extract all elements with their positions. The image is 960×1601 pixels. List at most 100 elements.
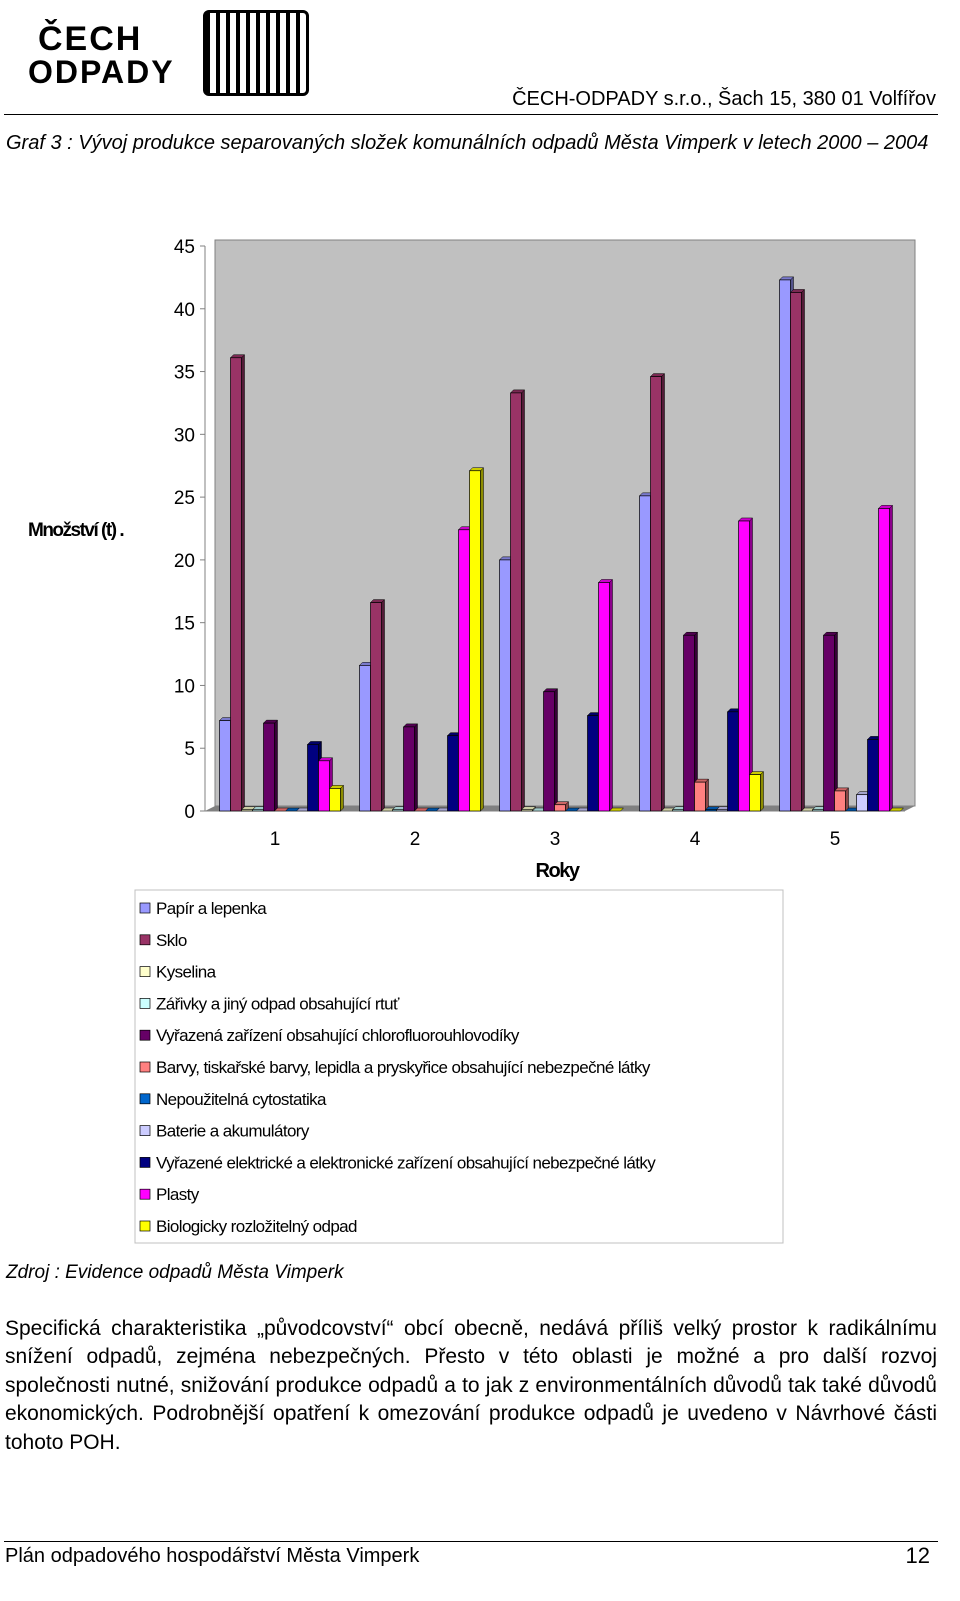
bar (543, 691, 555, 812)
bar-side (340, 784, 344, 812)
legend-swatch (139, 1188, 151, 1200)
y-tick-label: 25 (174, 488, 195, 509)
bar (469, 470, 481, 812)
legend-swatch (139, 902, 151, 914)
legend-label: Zářivky a jiný odpad obsahující rtuť (156, 994, 400, 1013)
y-tick-label: 5 (184, 739, 195, 760)
y-axis-title: Množství (t) . (28, 520, 123, 541)
bar (252, 809, 264, 812)
legend-swatch (139, 1125, 151, 1136)
bar (834, 790, 846, 812)
y-tick-label: 0 (184, 802, 195, 823)
bar (694, 781, 706, 812)
bar-top (888, 807, 905, 812)
bar (705, 809, 717, 812)
bar-side (241, 354, 245, 812)
bar (392, 809, 404, 812)
y-tick-label: 45 (174, 237, 195, 258)
y-tick-label: 15 (174, 614, 195, 635)
bar-side (480, 467, 484, 812)
y-tick-label: 10 (174, 676, 195, 697)
bar (447, 735, 459, 812)
bar (867, 739, 879, 812)
legend-label: Vyřazené elektrické a elektronické zaříz… (156, 1153, 656, 1172)
legend-label: Plasty (156, 1185, 200, 1204)
legend (134, 889, 784, 1244)
legend-label: Nepoužitelná cytostatika (156, 1090, 327, 1109)
y-tick-label: 20 (174, 551, 195, 572)
bar (823, 634, 835, 812)
bar (329, 788, 341, 812)
logo-truck (203, 10, 309, 96)
header-rule (4, 114, 938, 115)
bar (318, 760, 330, 812)
caption: Graf 3 : Vývoj produkce separovaných slo… (6, 132, 929, 154)
logo-text: ČECH (38, 20, 143, 58)
bar-top (608, 807, 625, 812)
bar (587, 715, 599, 812)
page-number: 12 (905, 1543, 930, 1568)
bar-side (661, 372, 665, 812)
bar (510, 392, 522, 812)
bar (738, 520, 750, 812)
bar (307, 744, 319, 812)
bar (241, 809, 253, 812)
bar-side (889, 504, 893, 812)
bar-side (554, 688, 558, 812)
logo: ČECH ODPADY (18, 8, 309, 98)
bar-side (609, 578, 613, 812)
footer-title: Plán odpadového hospodářství Města Vimpe… (5, 1545, 420, 1567)
x-tick-label: 2 (410, 829, 421, 850)
bar (219, 720, 231, 812)
plot-wall (214, 239, 916, 807)
bar (359, 665, 371, 812)
bar-side (705, 778, 709, 812)
y-tick-label: 40 (174, 300, 195, 321)
company: ČECH-ODPADY s.r.o., Šach 15, 380 01 Volf… (512, 88, 936, 110)
y-tick-label: 35 (174, 363, 195, 384)
bar (812, 809, 824, 812)
legend-label: Barvy, tiskařské barvy, lepidla a prysky… (156, 1058, 651, 1077)
bar (230, 357, 242, 812)
legend-swatch (139, 1157, 151, 1168)
bar (403, 726, 415, 812)
bar (727, 711, 739, 812)
bar (639, 495, 651, 812)
bar (672, 809, 684, 812)
y-tick-label: 30 (174, 425, 195, 446)
bar-side (274, 719, 278, 812)
bar-side (521, 389, 525, 812)
legend-label: Kyselina (156, 963, 217, 982)
x-axis-title: Roky (536, 860, 581, 882)
bar (650, 376, 662, 812)
bar (878, 508, 890, 812)
legend-label: Baterie a akumulátory (156, 1122, 310, 1141)
logo-text: ODPADY (28, 54, 175, 90)
bar-side (414, 723, 418, 812)
legend-swatch (139, 1093, 151, 1105)
bar (683, 634, 695, 812)
legend-label: Vyřazená zařízení obsahující chlorofluor… (156, 1026, 520, 1045)
bar (779, 279, 791, 812)
source: Zdroj : Evidence odpadů Města Vimperk (6, 1262, 344, 1283)
footer-rule (4, 1541, 938, 1542)
bar-side (760, 770, 764, 812)
paragraph: Specifická charakteristika „původcovství… (5, 1317, 937, 1454)
x-tick-label: 4 (690, 829, 701, 850)
bar (598, 582, 610, 812)
x-tick-label: 1 (270, 829, 281, 850)
bar-side (801, 288, 805, 812)
x-tick-label: 5 (830, 829, 841, 850)
bar (370, 602, 382, 812)
bar-side (381, 598, 385, 812)
bar (263, 722, 275, 812)
legend-swatch (139, 998, 151, 1009)
bar (749, 774, 761, 812)
bar-side (845, 787, 849, 812)
bar (499, 559, 511, 812)
legend-swatch (139, 1220, 151, 1232)
legend-swatch (139, 1029, 151, 1041)
legend-swatch (139, 966, 151, 977)
